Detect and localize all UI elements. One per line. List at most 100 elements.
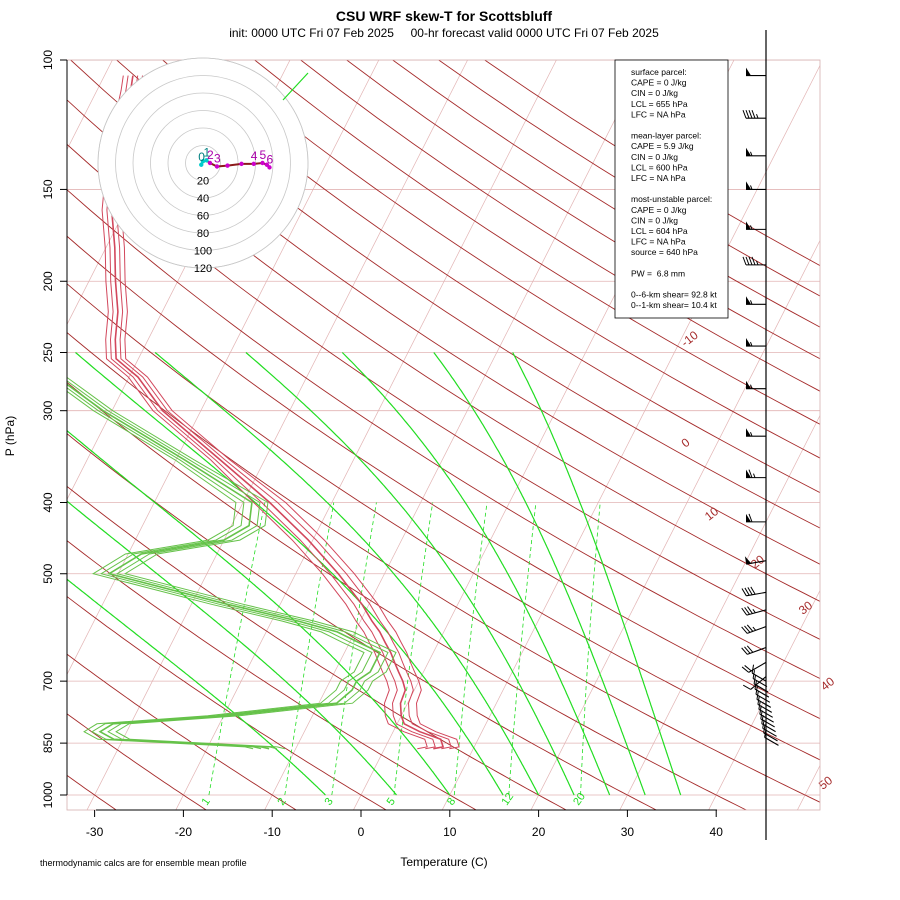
- wind-barb-flag: [746, 469, 751, 478]
- wind-barb-feather: [742, 256, 747, 266]
- info-line: CIN = 0 J/kg: [631, 215, 678, 225]
- low-level-barb: [753, 683, 769, 693]
- dry-adiabat: [67, 99, 820, 602]
- hodo-point: [207, 160, 213, 166]
- wind-barb-feather: [744, 625, 751, 633]
- low-level-barb: [756, 698, 772, 708]
- wind-barb: [747, 626, 767, 634]
- x-tick-label: -20: [175, 825, 193, 839]
- wind-barb-feather: [741, 607, 748, 616]
- wind-barb-half: [750, 185, 753, 190]
- x-tick-label: 0: [358, 825, 365, 839]
- hodo-ring: [167, 127, 239, 199]
- wind-barb-feather: [748, 513, 753, 523]
- temperature-axis: -30 -20 -10 0 10 20 30 40: [86, 809, 723, 839]
- dry-adiabat: [67, 540, 478, 810]
- mixing-ratio-line: [508, 502, 537, 796]
- hodo-ring-label: 120: [194, 263, 212, 275]
- wind-barb-feather: [744, 607, 750, 615]
- moist-adiabat: [67, 578, 326, 796]
- isotherm: [619, 414, 820, 810]
- temperature-line: [101, 75, 428, 750]
- wind-barb-feather: [748, 469, 753, 478]
- info-line: surface parcel:: [631, 67, 687, 77]
- low-level-barb: [763, 732, 778, 742]
- hodo-point: [260, 160, 265, 166]
- hodograph: 20 40 60 80 100 120 012 3 4 5 6: [97, 57, 309, 275]
- moist-adiabat: [75, 352, 504, 796]
- wind-barb-flag: [746, 147, 751, 156]
- info-line: most-unstable parcel:: [631, 194, 712, 204]
- low-level-barb-feather: [752, 670, 755, 679]
- moist-adiabat: [245, 352, 575, 796]
- wind-barb-feather: [741, 626, 748, 634]
- dry-adiabat-label: 0: [679, 435, 693, 450]
- dry-adiabat-label: -10: [678, 328, 701, 350]
- dry-adiabat: [67, 235, 820, 720]
- info-line: [631, 184, 633, 194]
- info-line: CAPE = 0 J/kg: [631, 78, 687, 88]
- wind-barb-feather: [745, 256, 750, 266]
- moist-adiabat: [154, 352, 540, 796]
- wind-barb-flag: [746, 513, 751, 522]
- mixing-ratio-line: [580, 502, 601, 796]
- wind-barb-half: [750, 151, 753, 156]
- hodo-height-label: 5: [260, 148, 267, 162]
- hodo-point: [251, 161, 256, 167]
- hodo-point: [239, 161, 244, 167]
- moist-adiabat: [341, 352, 611, 796]
- low-level-barb-feather: [761, 715, 764, 724]
- temperature-line: [106, 75, 436, 750]
- low-level-barb: [764, 736, 779, 746]
- dewpoint-line: [67, 376, 397, 750]
- info-line: [631, 258, 633, 268]
- hodo-ring: [132, 92, 274, 234]
- dry-adiabat: [67, 283, 820, 761]
- isotherm: [175, 60, 557, 810]
- hodo-ring-label: 20: [197, 176, 209, 188]
- mixing-ratio-line: [284, 502, 335, 796]
- y-axis-label: P (hPa): [3, 416, 17, 456]
- hodo-ring: [115, 75, 291, 251]
- sounding-profiles: [67, 75, 460, 750]
- wind-barb-feather: [751, 110, 756, 119]
- dry-adiabat: [67, 433, 658, 810]
- dry-adiabat: [162, 60, 820, 494]
- low-level-barb: [755, 693, 771, 703]
- info-line: CIN = 0 J/kg: [631, 88, 678, 98]
- low-level-barb-feather: [756, 690, 759, 700]
- hodo-point: [225, 163, 230, 168]
- dry-adiabat: [67, 485, 568, 810]
- info-line: source = 640 hPa: [631, 247, 698, 257]
- low-level-barb: [754, 688, 770, 698]
- hodo-point: [199, 162, 204, 167]
- info-line: [631, 279, 633, 289]
- isotherm: [530, 239, 820, 810]
- hodo-ring-label: 100: [194, 246, 212, 258]
- dry-adiabat: [67, 331, 820, 803]
- low-level-barb-feather: [755, 685, 758, 695]
- y-tick-label: 850: [41, 733, 55, 753]
- wind-barb-half: [750, 432, 753, 437]
- low-level-barb: [759, 713, 774, 723]
- wind-barb-feather: [745, 110, 750, 119]
- footnote: thermodynamic calcs are for ensemble mea…: [40, 858, 247, 868]
- moist-adiabat: [67, 500, 397, 796]
- wind-barb-feather: [741, 588, 747, 597]
- y-tick-label: 100: [41, 50, 55, 70]
- wind-barb-flag: [746, 380, 751, 389]
- x-tick-label: -10: [264, 825, 282, 839]
- hodo-height-label: 3: [214, 152, 221, 166]
- hodo-point: [200, 159, 206, 164]
- chart-subtitle: init: 0000 UTC Fri 07 Feb 2025 00-hr for…: [229, 26, 659, 40]
- hodo-point: [204, 158, 209, 163]
- hodo-ring: [185, 145, 221, 181]
- info-line: CAPE = 5.9 J/kg: [631, 141, 694, 151]
- mixing-ratio-line: [331, 502, 377, 796]
- wind-barb: [748, 661, 767, 673]
- dry-adiabat: [67, 713, 208, 810]
- wind-barb-half: [750, 384, 753, 389]
- low-level-barb: [757, 703, 773, 713]
